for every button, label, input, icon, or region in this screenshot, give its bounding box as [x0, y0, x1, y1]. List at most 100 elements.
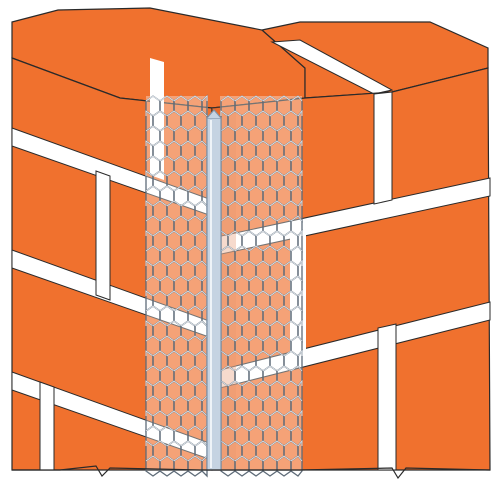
right-mortar-head-2	[377, 323, 397, 471]
left-mesh-highlight	[194, 350, 208, 357]
right-mesh-highlight	[255, 440, 271, 447]
right-mesh-highlight	[276, 155, 292, 162]
left-mesh-highlight	[173, 275, 189, 282]
left-mesh-highlight	[201, 95, 208, 102]
left-mesh-highlight	[152, 230, 168, 237]
left-mesh-highlight	[194, 110, 208, 117]
right-mesh-highlight	[269, 260, 285, 267]
right-mesh-highlight	[297, 109, 303, 117]
right-mesh-highlight	[227, 380, 243, 387]
right-mesh-highlight	[234, 365, 250, 372]
right-mesh-highlight	[220, 95, 236, 102]
right-mesh-highlight	[269, 230, 285, 237]
right-mesh-highlight	[297, 229, 303, 237]
left-mesh-highlight	[152, 170, 168, 177]
right-mesh-highlight	[297, 169, 303, 177]
left-mesh-highlight	[166, 230, 182, 237]
right-mesh-highlight	[234, 125, 250, 132]
right-mesh-highlight	[227, 440, 243, 447]
right-mesh-highlight	[227, 350, 243, 357]
left-mesh-highlight	[194, 140, 208, 147]
left-mesh-highlight	[145, 290, 154, 297]
left-mesh-highlight	[187, 305, 203, 312]
right-mesh-highlight	[290, 365, 303, 372]
right-mesh-highlight	[227, 200, 243, 207]
left-mesh-highlight	[180, 350, 196, 357]
right-mesh-highlight	[290, 395, 303, 402]
left-mesh-highlight	[187, 365, 203, 372]
right-mesh-highlight	[290, 425, 303, 432]
right-mesh-highlight	[262, 215, 278, 222]
right-mesh-highlight	[290, 245, 303, 252]
left-mesh-highlight	[145, 185, 161, 192]
left-mesh-highlight	[152, 290, 168, 297]
left-mesh-highlight	[173, 305, 189, 312]
right-mesh-highlight	[297, 259, 303, 267]
right-mesh-highlight	[241, 410, 257, 417]
left-mesh-highlight	[166, 170, 182, 177]
left-mesh-highlight	[159, 215, 175, 222]
right-mesh-highlight	[241, 350, 257, 357]
right-mesh-highlight	[276, 455, 292, 462]
angle-bead	[145, 94, 303, 478]
right-mesh-highlight	[276, 275, 292, 282]
right-mesh-highlight	[255, 110, 271, 117]
right-mesh-highlight	[290, 185, 303, 192]
left-mesh-highlight	[166, 350, 182, 357]
right-mesh-highlight	[276, 185, 292, 192]
right-mesh-highlight	[269, 380, 285, 387]
right-mesh-highlight	[297, 289, 303, 297]
left-mesh-highlight	[159, 185, 175, 192]
right-mesh-highlight	[234, 95, 250, 102]
left-mesh-highlight	[145, 275, 161, 282]
left-mesh-highlight	[145, 260, 154, 267]
right-mesh-highlight	[262, 155, 278, 162]
left-mesh-highlight	[166, 260, 182, 267]
right-mesh-highlight	[241, 320, 257, 327]
right-mesh-highlight	[269, 290, 285, 297]
left-mesh-highlight	[159, 125, 175, 132]
right-mesh-highlight	[297, 139, 303, 147]
left-mesh-highlight	[145, 215, 161, 222]
right-mesh-highlight	[255, 380, 271, 387]
left-mesh-highlight	[194, 260, 208, 267]
right-mesh-highlight	[283, 440, 299, 447]
left-mesh-highlight	[145, 110, 154, 117]
right-mesh-highlight	[276, 395, 292, 402]
right-mesh-highlight	[269, 440, 285, 447]
right-mesh-highlight	[220, 455, 236, 462]
right-mesh-highlight	[234, 215, 250, 222]
left-mesh-highlight	[152, 140, 168, 147]
right-mesh-highlight	[255, 350, 271, 357]
right-mesh-highlight	[220, 305, 236, 312]
wall-top-surface	[11, 7, 489, 109]
right-mesh-highlight	[269, 350, 285, 357]
left-mesh-highlight	[180, 170, 196, 177]
right-mesh-highlight	[255, 290, 271, 297]
left-mesh-highlight	[187, 395, 203, 402]
left-mesh-highlight	[159, 365, 175, 372]
left-mesh-highlight	[145, 170, 154, 177]
right-mesh-highlight	[227, 410, 243, 417]
right-mesh-highlight	[220, 365, 236, 372]
right-mesh-highlight	[248, 305, 264, 312]
left-mesh-highlight	[166, 290, 182, 297]
left-mesh-highlight	[187, 215, 203, 222]
right-mesh-highlight	[227, 170, 243, 177]
left-mesh-highlight	[145, 410, 154, 417]
right-mesh-highlight	[262, 95, 278, 102]
right-mesh-highlight	[283, 170, 299, 177]
left-mesh-highlight	[166, 440, 182, 447]
left-mesh-highlight	[145, 140, 154, 147]
left-mesh-highlight	[145, 200, 154, 207]
left-mesh-highlight	[145, 335, 161, 342]
left-mesh-highlight	[145, 440, 154, 447]
right-mesh-highlight	[269, 110, 285, 117]
left-mesh-highlight	[180, 380, 196, 387]
left-mesh-highlight	[173, 155, 189, 162]
right-mesh-highlight	[283, 260, 299, 267]
right-mesh-highlight	[290, 125, 303, 132]
right-mesh-highlight	[290, 305, 303, 312]
